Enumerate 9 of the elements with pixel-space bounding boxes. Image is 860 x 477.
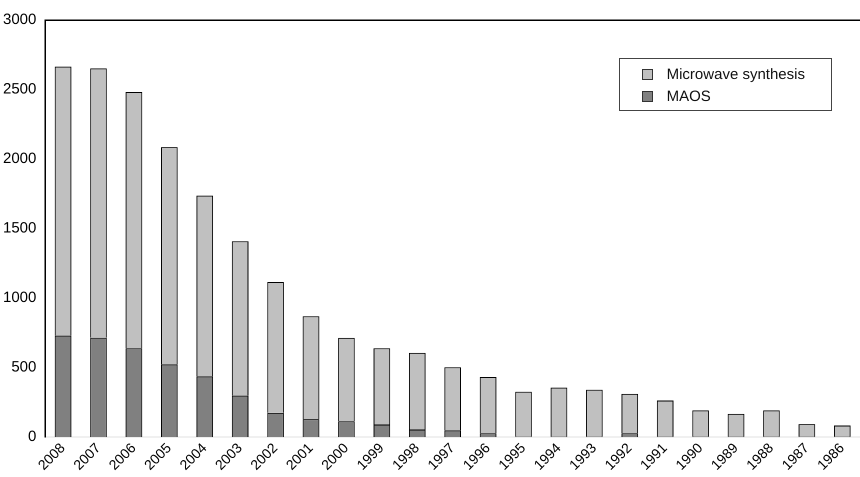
y-tick-label: 1500 bbox=[2, 220, 36, 237]
legend-label: MAOS bbox=[666, 88, 711, 104]
y-tick-label: 2000 bbox=[2, 150, 36, 168]
y-tick-label: 1000 bbox=[2, 289, 36, 306]
y-tick-label: 2500 bbox=[2, 80, 36, 98]
legend-label: Microwave synthesis bbox=[666, 66, 805, 82]
y-tick-label: 0 bbox=[28, 428, 36, 446]
y-tick-label: 500 bbox=[11, 358, 36, 376]
y-tick-label: 3000 bbox=[2, 11, 36, 28]
